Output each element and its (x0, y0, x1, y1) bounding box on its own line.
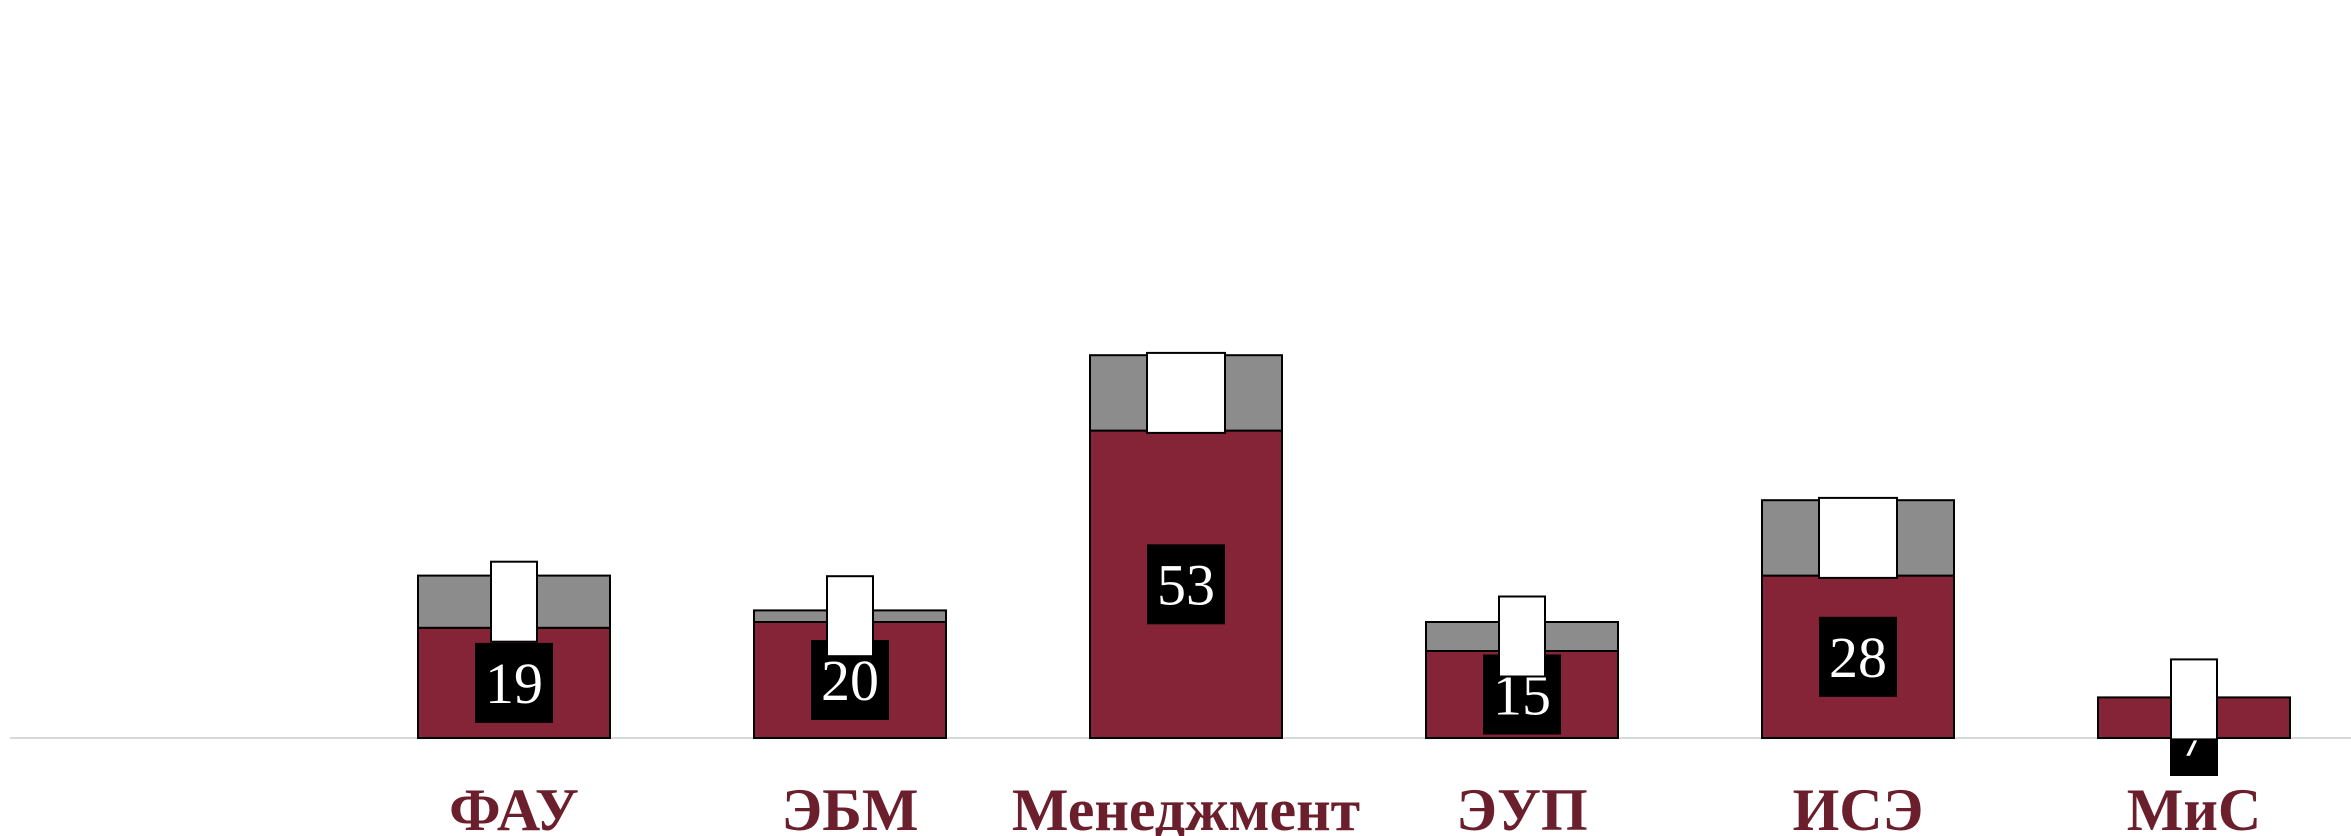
category-label: ЭБМ (782, 777, 919, 836)
category-labels-group: ФАУ ЭБМ Менеджмент ЭУП ИСЭ МиС (449, 777, 2261, 836)
category-label: Менеджмент (1012, 777, 1360, 836)
top-value-label-box (1146, 351, 1226, 434)
category-label: ЭУП (1456, 777, 1587, 836)
top-value-label-box (826, 575, 874, 658)
value-label-box (1819, 616, 1897, 697)
category-label: ФАУ (449, 777, 579, 836)
value-label: 20 (821, 648, 879, 713)
top-value-label-box (490, 560, 538, 643)
value-label: 53 (1157, 552, 1215, 617)
top-value-label-box (2170, 658, 2218, 741)
bars-group: 19205315287 (417, 351, 2291, 776)
category-label: МиС (2127, 777, 2262, 836)
value-label: 19 (485, 651, 543, 716)
value-label-box (1147, 544, 1225, 625)
top-value-label-box (1498, 595, 1546, 678)
category-label: ИСЭ (1793, 777, 1924, 836)
top-value-label-box (1818, 496, 1898, 579)
value-label-box (475, 642, 553, 723)
value-label: 28 (1829, 625, 1887, 690)
